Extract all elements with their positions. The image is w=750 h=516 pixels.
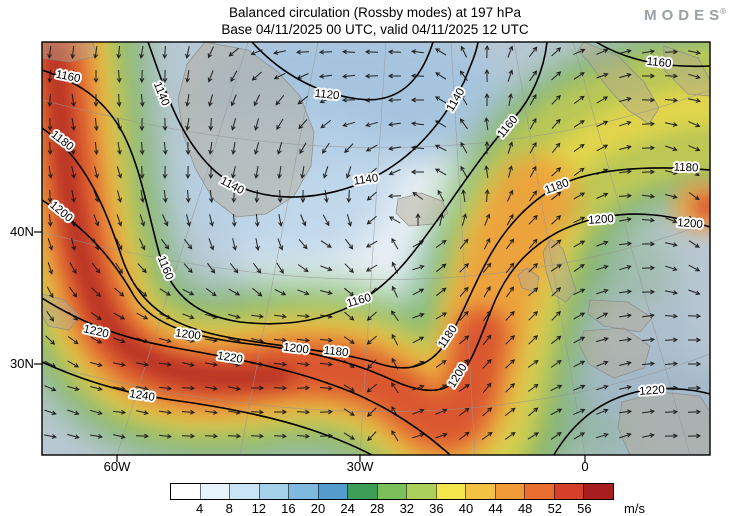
title-block: Balanced circulation (Rossby modes) at 1… — [0, 4, 750, 38]
svg-text:1200: 1200 — [677, 217, 703, 231]
colorbar-segment — [583, 484, 613, 499]
colorbar-tick-label: 52 — [547, 501, 563, 516]
colorbar-tick-label: 36 — [429, 501, 444, 516]
y-axis-label-40n: 40N — [10, 224, 34, 239]
colorbar — [170, 483, 614, 500]
x-axis-label-30w: 30W — [346, 459, 374, 474]
y-axis-label-30n: 30N — [10, 356, 34, 371]
chart-subtitle: Base 04/11/2025 00 UTC, valid 04/11/2025… — [221, 22, 529, 37]
colorbar-tick-label: 24 — [340, 501, 355, 516]
colorbar-unit: m/s — [624, 501, 645, 516]
wind-vector-arrows — [44, 44, 702, 442]
colorbar-tick-label: 48 — [517, 501, 533, 516]
x-axis-label-0: 0 — [581, 459, 589, 474]
svg-text:1180: 1180 — [323, 345, 349, 360]
colorbar-segment — [465, 484, 495, 499]
colorbar-tick-label: 56 — [577, 501, 592, 516]
colorbar-tick-label: 40 — [458, 501, 474, 516]
colorbar-tick-label: 12 — [251, 501, 267, 516]
colorbar-tick-labels: 4 8 12 16 20 24 28 32 36 40 44 48 52 56 — [170, 501, 614, 516]
map-frame — [41, 41, 711, 456]
colorbar-segment — [288, 484, 318, 499]
colorbar-segment — [435, 484, 466, 499]
colorbar-tick-label: 44 — [488, 501, 503, 516]
chart-title: Balanced circulation (Rossby modes) at 1… — [229, 5, 521, 20]
colorbar-tick-label: 16 — [281, 501, 296, 516]
colorbar-tick-label: 8 — [225, 501, 233, 516]
wind-speed-field — [42, 42, 710, 455]
svg-text:1160: 1160 — [646, 56, 672, 71]
colorbar-segment — [347, 484, 377, 499]
svg-text:1220: 1220 — [639, 384, 665, 398]
svg-text:1120: 1120 — [314, 88, 340, 103]
colorbar-segment — [317, 484, 348, 499]
svg-text:1200: 1200 — [283, 341, 310, 356]
modes-logo: MODES® — [644, 7, 726, 24]
colorbar-tick-label: 32 — [399, 501, 415, 516]
colorbar-segment — [376, 484, 407, 499]
colorbar-segment — [171, 484, 200, 499]
svg-text:1180: 1180 — [673, 162, 698, 175]
x-axis-label-60w: 60W — [103, 459, 131, 474]
colorbar-segment — [524, 484, 554, 499]
colorbar-segment — [406, 484, 436, 499]
modes-logo-text: MODES — [644, 7, 725, 24]
colorbar-segment — [553, 484, 584, 499]
colorbar-segment — [258, 484, 289, 499]
colorbar-tick-label: 28 — [369, 501, 385, 516]
svg-text:1200: 1200 — [174, 327, 201, 342]
registered-mark-icon: ® — [720, 7, 726, 16]
svg-text:1140: 1140 — [353, 172, 379, 187]
colorbar-tick-label: 4 — [195, 501, 204, 516]
colorbar-tick-label: 20 — [310, 501, 326, 516]
colorbar-segment — [229, 484, 259, 499]
svg-text:1200: 1200 — [588, 213, 614, 227]
colorbar-segment — [494, 484, 525, 499]
colorbar-segment — [199, 484, 230, 499]
coastlines — [42, 42, 710, 455]
graticule — [42, 42, 710, 455]
